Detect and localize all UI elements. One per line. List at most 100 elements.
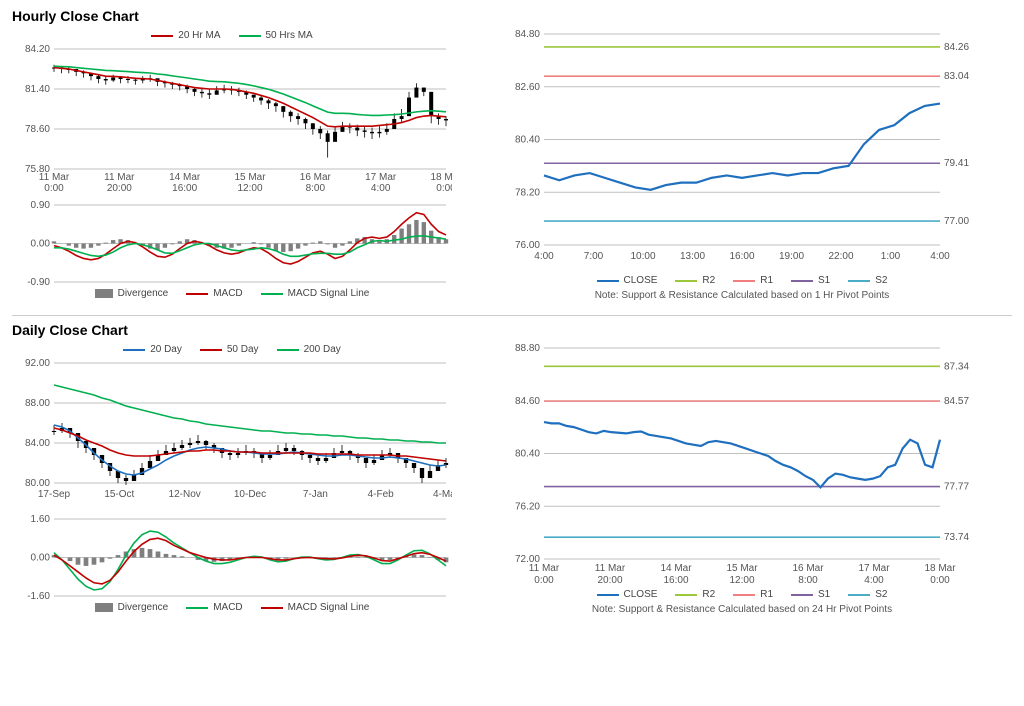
svg-text:15-Oct: 15-Oct — [104, 489, 134, 500]
svg-text:12:00: 12:00 — [729, 575, 754, 586]
svg-text:20:00: 20:00 — [597, 575, 622, 586]
svg-text:78.20: 78.20 — [515, 187, 540, 198]
svg-text:11 Mar: 11 Mar — [39, 172, 70, 183]
legend-label: MACD Signal Line — [288, 288, 370, 299]
hourly-price-legend: 20 Hr MA 50 Hrs MA — [12, 30, 452, 41]
daily-macd-legend: Divergence MACD MACD Signal Line — [12, 602, 452, 613]
daily-macd-chart: -1.60 0.00 1.60 — [12, 515, 452, 600]
svg-text:84.80: 84.80 — [515, 29, 540, 40]
legend-label: R2 — [702, 589, 715, 600]
legend-swatch — [151, 35, 173, 37]
svg-text:7:00: 7:00 — [584, 251, 604, 262]
legend-swatch — [791, 280, 813, 282]
svg-text:0.90: 0.90 — [31, 201, 51, 211]
svg-text:87.34: 87.34 — [944, 361, 969, 372]
svg-text:81.40: 81.40 — [25, 84, 50, 95]
legend-label: 200 Day — [304, 344, 341, 355]
legend-label: MACD — [213, 602, 242, 613]
legend-swatch — [675, 594, 697, 596]
svg-text:14 Mar: 14 Mar — [169, 172, 201, 183]
legend-swatch — [261, 293, 283, 295]
legend-swatch — [95, 289, 113, 298]
svg-text:84.57: 84.57 — [944, 396, 969, 407]
svg-text:16 Mar: 16 Mar — [300, 172, 332, 183]
svg-text:13:00: 13:00 — [680, 251, 705, 262]
legend-swatch — [848, 280, 870, 282]
svg-text:17-Sep: 17-Sep — [38, 489, 71, 500]
daily-sr-note: Note: Support & Resistance Calculated ba… — [502, 604, 982, 615]
legend-swatch — [261, 607, 283, 609]
svg-text:84.26: 84.26 — [944, 42, 969, 53]
svg-text:16 Mar: 16 Mar — [792, 563, 824, 574]
legend-swatch — [186, 607, 208, 609]
svg-text:84.60: 84.60 — [515, 396, 540, 407]
legend-swatch — [186, 293, 208, 295]
legend-label: R1 — [760, 589, 773, 600]
hourly-sr-chart: 76.0078.2080.4082.6084.8084.2683.0479.41… — [502, 28, 982, 273]
legend-swatch — [848, 594, 870, 596]
svg-text:16:00: 16:00 — [729, 251, 754, 262]
svg-text:88.80: 88.80 — [515, 343, 540, 354]
legend-label: 20 Hr MA — [178, 30, 220, 41]
legend-label: MACD Signal Line — [288, 602, 370, 613]
legend-swatch — [95, 603, 113, 612]
divider — [12, 315, 1012, 316]
svg-text:0:00: 0:00 — [44, 183, 64, 194]
legend-label: CLOSE — [624, 589, 658, 600]
legend-label: R1 — [760, 275, 773, 286]
legend-label: 50 Day — [227, 344, 259, 355]
legend-swatch — [277, 349, 299, 351]
svg-text:0:00: 0:00 — [534, 575, 554, 586]
svg-text:10:00: 10:00 — [630, 251, 655, 262]
svg-text:-0.90: -0.90 — [27, 277, 50, 286]
svg-text:80.00: 80.00 — [25, 478, 50, 489]
legend-label: R2 — [702, 275, 715, 286]
svg-text:73.74: 73.74 — [944, 532, 969, 543]
svg-text:84.00: 84.00 — [25, 438, 50, 449]
svg-text:8:00: 8:00 — [306, 183, 326, 194]
legend-label: MACD — [213, 288, 242, 299]
svg-text:0.00: 0.00 — [31, 553, 51, 564]
svg-text:8:00: 8:00 — [798, 575, 818, 586]
svg-text:17 Mar: 17 Mar — [858, 563, 890, 574]
svg-text:78.60: 78.60 — [25, 124, 50, 135]
svg-text:22:00: 22:00 — [828, 251, 853, 262]
svg-text:83.04: 83.04 — [944, 71, 969, 82]
legend-swatch — [597, 280, 619, 282]
daily-price-legend: 20 Day 50 Day 200 Day — [12, 344, 452, 355]
svg-text:20:00: 20:00 — [107, 183, 132, 194]
hourly-section: Hourly Close Chart 20 Hr MA 50 Hrs MA 75… — [12, 8, 1012, 303]
svg-text:11 Mar: 11 Mar — [104, 172, 135, 183]
daily-title: Daily Close Chart — [12, 322, 1012, 338]
svg-text:82.60: 82.60 — [515, 82, 540, 93]
svg-text:14 Mar: 14 Mar — [660, 563, 692, 574]
legend-swatch — [597, 594, 619, 596]
svg-text:-1.60: -1.60 — [27, 591, 50, 600]
legend-label: 50 Hrs MA — [266, 30, 313, 41]
daily-section: Daily Close Chart 20 Day 50 Day 200 Day … — [12, 322, 1012, 617]
svg-text:17 Mar: 17 Mar — [365, 172, 397, 183]
svg-text:92.00: 92.00 — [25, 359, 50, 369]
legend-swatch — [733, 594, 755, 596]
legend-label: S2 — [875, 589, 887, 600]
svg-text:77.00: 77.00 — [944, 216, 969, 227]
svg-text:1.60: 1.60 — [31, 515, 51, 525]
hourly-title: Hourly Close Chart — [12, 8, 1012, 24]
legend-label: S1 — [818, 275, 830, 286]
svg-text:80.40: 80.40 — [515, 449, 540, 460]
hourly-sr-note: Note: Support & Resistance Calculated ba… — [502, 290, 982, 301]
legend-swatch — [791, 594, 813, 596]
svg-text:4:00: 4:00 — [930, 251, 950, 262]
svg-text:15 Mar: 15 Mar — [234, 172, 266, 183]
svg-text:11 Mar: 11 Mar — [529, 563, 560, 574]
legend-swatch — [733, 280, 755, 282]
svg-text:0.00: 0.00 — [31, 239, 51, 250]
legend-swatch — [123, 349, 145, 351]
svg-text:4-Feb: 4-Feb — [368, 489, 395, 500]
legend-swatch — [200, 349, 222, 351]
svg-text:84.20: 84.20 — [25, 45, 50, 55]
svg-text:4:00: 4:00 — [864, 575, 884, 586]
svg-text:76.20: 76.20 — [515, 501, 540, 512]
svg-text:79.41: 79.41 — [944, 158, 969, 169]
hourly-macd-chart: -0.90 0.00 0.90 — [12, 201, 452, 286]
